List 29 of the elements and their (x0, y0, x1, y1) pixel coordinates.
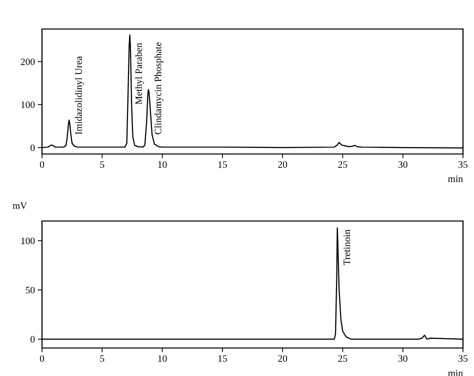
x-tick-label: 25 (338, 355, 348, 362)
x-axis-title: min (448, 176, 463, 182)
x-tick-label: 20 (278, 161, 288, 168)
x-tick-label: 0 (40, 161, 44, 168)
y-tick-label: 100 (21, 102, 35, 108)
annotation: Clindamycin Phosphate (154, 42, 164, 134)
annotation: Tretinoin (344, 230, 350, 266)
x-tick-label: 0 (40, 355, 44, 362)
y-tick-label: 0 (30, 336, 35, 343)
x-tick-label: 10 (158, 161, 167, 168)
x-tick-label: 35 (458, 161, 468, 168)
x-tick-label: 35 (458, 355, 468, 362)
annotation: Methyl Paraben (135, 42, 144, 104)
y-tick-label: 50 (26, 286, 35, 294)
y-tick-label: 100 (21, 238, 35, 244)
y-tick-label: 0 (30, 144, 35, 152)
y-axis-title: mV (12, 202, 28, 209)
x-tick-label: 30 (398, 161, 408, 168)
x-tick-label: 5 (100, 161, 104, 168)
y-tick-label: 200 (20, 58, 35, 66)
x-tick-label: 20 (278, 355, 288, 362)
x-axis-title: min (448, 370, 463, 376)
x-tick-label: 30 (398, 355, 408, 362)
x-tick-label: 15 (218, 355, 227, 362)
x-tick-label: 5 (100, 355, 104, 362)
annotation: Imidazolidinyl Urea (75, 56, 84, 134)
x-tick-label: 25 (338, 161, 348, 168)
x-tick-label: 15 (218, 161, 227, 168)
x-tick-label: 10 (158, 355, 167, 362)
